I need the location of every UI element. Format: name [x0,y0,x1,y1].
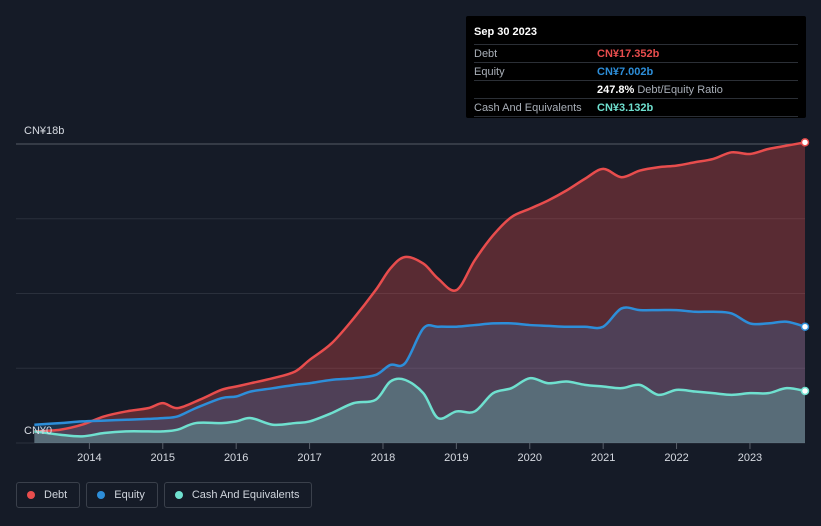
x-tick-label: 2020 [518,452,542,464]
series-line [34,376,806,438]
tooltip-value: 247.8% [597,84,635,96]
series-line [34,306,806,426]
tooltip-label: Debt [474,48,498,60]
tooltip-label: Cash And Equivalents [474,102,582,114]
tooltip-value: CN¥7.002b [597,66,654,78]
tooltip-row-debt: Debt CN¥17.352b [474,44,798,62]
x-tick-label: 2016 [224,452,248,464]
legend-item-cash[interactable]: Cash And Equivalents [163,482,313,508]
x-tick-label: 2015 [151,452,175,464]
dot-icon [27,491,35,499]
x-tick-label: 2014 [77,452,101,464]
series-line [34,141,806,433]
legend-item-equity[interactable]: Equity [86,482,158,508]
legend-label: Equity [114,489,145,501]
dot-icon [174,491,183,499]
dot-icon [97,491,106,499]
x-tick-label: 2017 [297,452,321,464]
x-tick-label: 2018 [371,452,395,464]
tooltip-value: CN¥17.352b [597,48,660,60]
series-area [34,378,806,443]
x-tick-label: 2022 [664,452,688,464]
series-end-point [800,386,810,396]
series-end-point [800,138,810,147]
tooltip-row-equity: Equity CN¥7.002b [474,62,798,80]
x-tick-label: 2019 [444,452,468,464]
tooltip-row-ratio: 247.8% Debt/Equity Ratio [474,80,798,98]
y-axis-max-label: CN¥18b [24,125,65,137]
legend: Debt Equity Cash And Equivalents [16,482,313,508]
tooltip-panel: Sep 30 2023 Debt CN¥17.352b Equity CN¥7.… [466,16,806,118]
legend-label: Cash And Equivalents [191,489,300,501]
tooltip-row-cash: Cash And Equivalents CN¥3.132b [474,98,798,117]
y-axis-zero-label: CN¥0 [24,425,53,437]
x-tick-label: 2023 [738,452,762,464]
series-end-point [800,322,810,331]
tooltip-suffix: Debt/Equity Ratio [637,84,723,96]
series-area [34,142,806,444]
series-area [34,307,806,443]
legend-label: Debt [44,489,68,501]
legend-item-debt[interactable]: Debt [16,482,81,508]
tooltip-value: CN¥3.132b [597,102,654,114]
tooltip-label: Equity [474,66,505,78]
x-tick-label: 2021 [591,452,615,464]
tooltip-date: Sep 30 2023 [474,26,537,38]
